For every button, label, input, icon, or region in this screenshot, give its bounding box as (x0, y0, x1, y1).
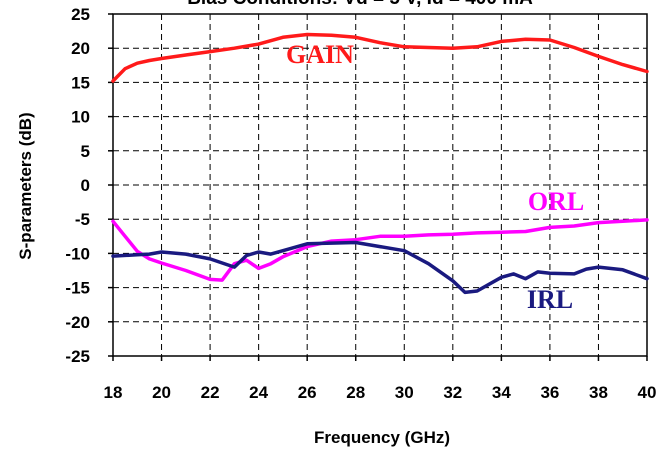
x-tick-label: 26 (298, 383, 317, 402)
x-tick-label: 24 (249, 383, 268, 402)
x-tick-label: 40 (638, 383, 657, 402)
x-axis-title: Frequency (GHz) (314, 428, 450, 447)
y-tick-label: 10 (71, 108, 90, 127)
axis-ticks: 18 20 22 24 26 28 30 32 34 36 38 40 25 20 15 10 5 0 -5 -10 -… (65, 5, 656, 402)
series-labels: GAIN ORL IRL (286, 40, 584, 314)
x-tick-label: 38 (589, 383, 608, 402)
y-tick-label: -25 (65, 347, 90, 366)
x-tick-label: 34 (492, 383, 511, 402)
y-tick-label: 20 (71, 39, 90, 58)
chart-title: Bias Conditions: Vd = 5 V, Id = 400 mA (187, 0, 533, 9)
x-tick-label: 32 (443, 383, 462, 402)
grid-lines (113, 14, 647, 356)
series-line-orl (111, 218, 649, 282)
y-tick-label: 0 (81, 176, 90, 195)
series-lines (111, 32, 649, 295)
y-tick-label: 5 (81, 142, 90, 161)
series-label-irl: IRL (527, 285, 573, 314)
series-line-irl (111, 240, 649, 295)
series-label-gain: GAIN (286, 40, 354, 69)
y-axis-title: S-parameters (dB) (16, 112, 35, 259)
x-tick-label: 22 (201, 383, 220, 402)
y-tick-label: -15 (65, 279, 90, 298)
y-tick-label: -10 (65, 244, 90, 263)
y-tick-label: -5 (75, 210, 90, 229)
y-tick-label: -20 (65, 313, 90, 332)
series-label-orl: ORL (528, 187, 584, 216)
x-tick-label: 18 (104, 383, 123, 402)
x-tick-label: 28 (346, 383, 365, 402)
series-line-gain (111, 32, 649, 83)
x-tick-label: 36 (540, 383, 559, 402)
y-tick-label: 15 (71, 73, 90, 92)
y-tick-label: 25 (71, 5, 90, 24)
x-tick-label: 30 (395, 383, 414, 402)
x-tick-label: 20 (152, 383, 171, 402)
